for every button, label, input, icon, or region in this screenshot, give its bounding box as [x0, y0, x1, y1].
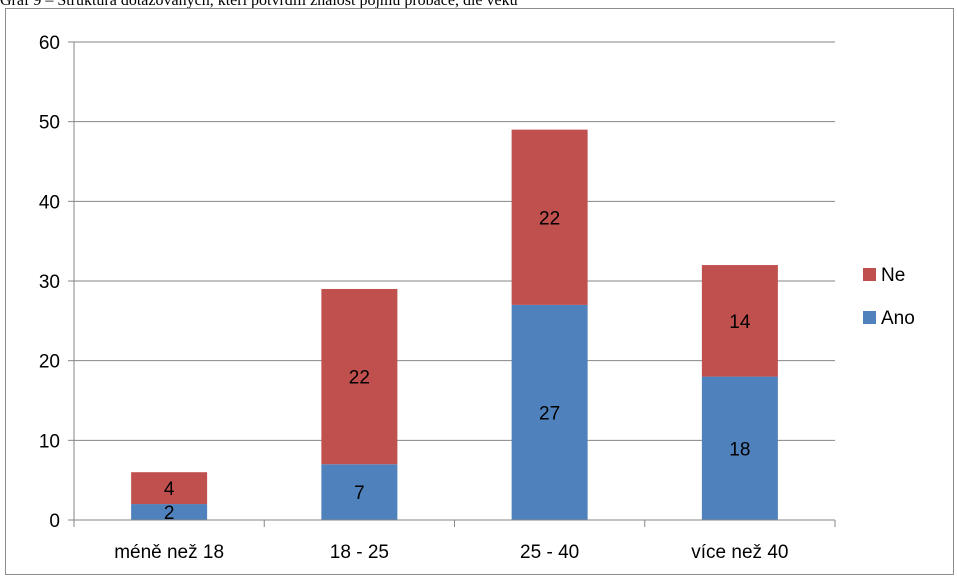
bar-ano	[511, 304, 588, 520]
y-tick-label: 0	[49, 511, 60, 532]
stacked-bar-chart: 0 10 20 30 40 50 60 méně než 18 18 - 25 25 - 40 ví…	[39, 33, 915, 563]
y-tick-label: 30	[39, 272, 60, 293]
chart-caption: Graf 9 – Struktura dotazovaných, kteří p…	[0, 0, 518, 9]
legend-label-ano: Ano	[881, 308, 915, 329]
y-tick-label: 50	[39, 113, 60, 134]
data-label: 14	[729, 312, 751, 333]
legend[interactable]: Ne Ano	[863, 265, 915, 329]
data-label: 27	[539, 403, 560, 424]
legend-label-ne: Ne	[881, 265, 905, 286]
data-label: 22	[539, 208, 560, 229]
bar-ne	[321, 288, 398, 465]
x-category-label: 25 - 40	[520, 542, 579, 563]
data-label: 2	[164, 503, 175, 524]
bar-ano	[131, 504, 208, 520]
y-tick-label: 10	[39, 431, 60, 452]
axes: 0 10 20 30 40 50 60 méně než 18 18 - 25 25 - 40 ví…	[39, 33, 836, 563]
bar-ne	[701, 265, 778, 377]
x-category-label: více než 40	[691, 542, 788, 563]
y-tick-label: 60	[39, 33, 60, 54]
bar-ano	[321, 464, 398, 520]
chart-frame: 0 10 20 30 40 50 60 méně než 18 18 - 25 25 - 40 ví…	[5, 8, 954, 575]
x-category-label: méně než 18	[114, 542, 224, 563]
bars	[131, 129, 778, 520]
data-label: 22	[349, 368, 370, 389]
y-tick-label: 40	[39, 192, 60, 213]
data-labels: 2 4 7 22 27 22 18 14	[164, 208, 751, 524]
bar-ne	[511, 129, 588, 305]
bar-ne	[131, 472, 208, 505]
legend-swatch-ne	[863, 268, 876, 281]
y-tick-label: 20	[39, 352, 60, 373]
bar-ano	[701, 376, 778, 520]
data-label: 7	[354, 483, 365, 504]
legend-swatch-ano	[863, 311, 876, 324]
data-label: 18	[729, 439, 750, 460]
x-category-label: 18 - 25	[330, 542, 389, 563]
data-label: 4	[164, 479, 175, 500]
